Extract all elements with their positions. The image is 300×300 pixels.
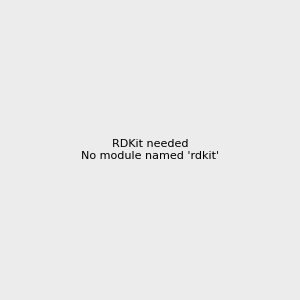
Text: RDKit needed
No module named 'rdkit': RDKit needed No module named 'rdkit' [81,139,219,161]
